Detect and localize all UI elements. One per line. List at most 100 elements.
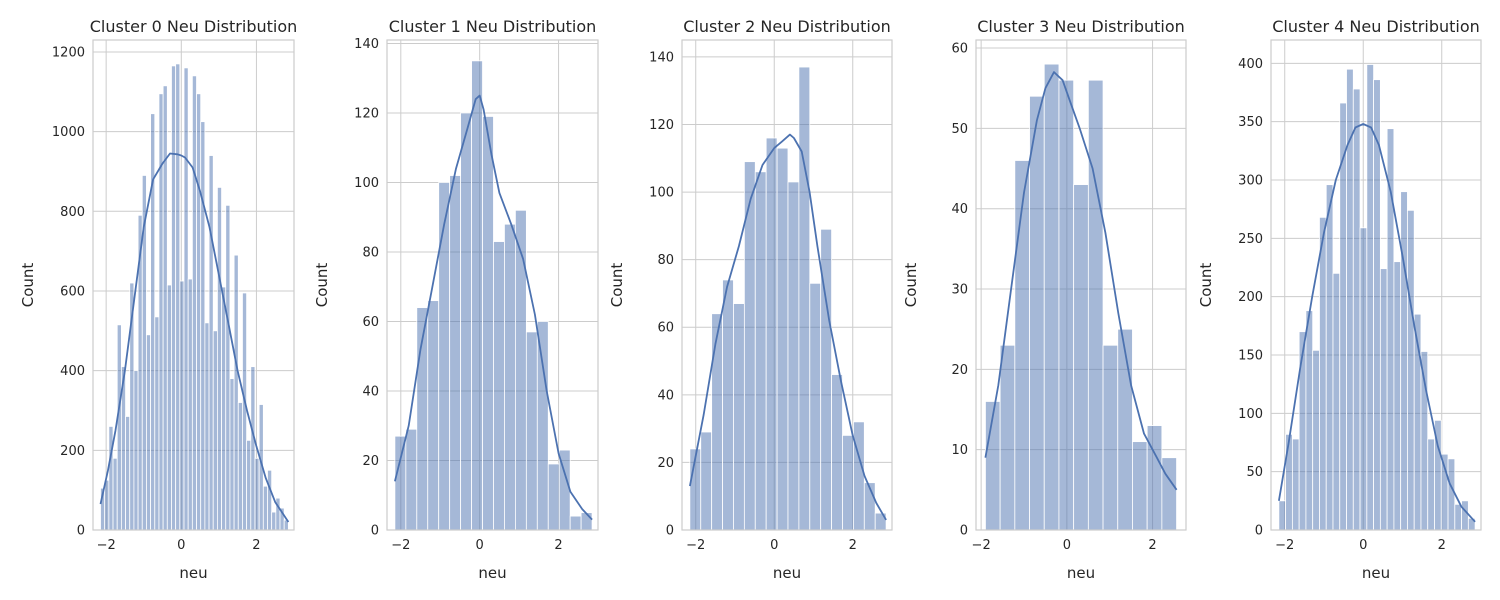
histogram-bar: [187, 278, 193, 531]
y-tick-label: 1200: [52, 45, 85, 60]
y-tick-label: 400: [1238, 57, 1263, 72]
histogram-bar: [262, 485, 268, 531]
histogram-bar: [208, 155, 214, 531]
histogram-bar: [254, 457, 260, 531]
histogram-bar: [1146, 425, 1163, 531]
histogram-bar: [1379, 268, 1388, 531]
x-axis-label: neu: [1362, 564, 1390, 582]
y-tick-label: 10: [951, 443, 968, 458]
x-tick-label: −2: [391, 538, 410, 553]
kde-line: [394, 94, 593, 521]
y-tick-label: 200: [60, 444, 85, 459]
y-tick-label: 140: [354, 37, 379, 52]
histogram-bar: [179, 280, 185, 531]
histogram-bar: [267, 469, 273, 531]
histogram-bar: [1447, 458, 1456, 531]
y-tick-label: 60: [657, 321, 674, 336]
histogram-bar: [722, 279, 734, 531]
axes-frame: [1270, 39, 1482, 531]
y-tick-label: 350: [1238, 115, 1263, 130]
x-tick-label: 0: [177, 538, 185, 553]
y-tick-label: 120: [354, 106, 379, 121]
x-tick-label: 2: [554, 538, 562, 553]
histogram-bar: [242, 292, 248, 531]
histogram-bar: [569, 515, 582, 531]
histogram-bar: [216, 186, 222, 531]
chart-title: Cluster 3 Neu Distribution: [977, 17, 1185, 36]
histogram-bar: [405, 428, 418, 531]
histogram-bar: [1461, 500, 1469, 531]
histogram-bar: [1400, 191, 1408, 531]
axes-frame: [386, 39, 599, 531]
histogram-bar: [166, 284, 172, 531]
histogram-bar: [504, 223, 516, 531]
y-tick-label: 50: [1246, 465, 1263, 480]
histogram-bar: [1366, 64, 1374, 531]
histogram-bar: [711, 313, 723, 531]
histogram-bar: [1043, 63, 1060, 531]
histogram-bar: [237, 402, 243, 531]
histogram-bar: [1102, 344, 1119, 531]
histogram-bar: [733, 303, 745, 531]
histogram-bar: [125, 416, 131, 531]
histogram-bar: [1285, 433, 1293, 531]
histogram-bar: [1161, 457, 1177, 531]
histogram-bar: [525, 331, 538, 531]
y-tick-label: 20: [951, 363, 968, 378]
x-tick-label: 2: [849, 538, 857, 553]
axes-frame: [681, 39, 893, 531]
histogram-bar: [842, 434, 854, 531]
histogram-bar: [225, 204, 231, 531]
histogram-bar: [1427, 438, 1435, 531]
y-tick-label: 150: [1238, 349, 1263, 364]
histogram-bar: [204, 322, 210, 531]
histogram-bar: [765, 137, 778, 531]
x-axis-label: neu: [1067, 564, 1095, 582]
x-axis-label: neu: [773, 564, 801, 582]
histogram-bar: [471, 60, 483, 531]
histogram-bar: [1359, 227, 1368, 531]
histogram-bar: [191, 75, 197, 531]
y-tick-label: 20: [657, 456, 674, 471]
histogram-bar: [250, 366, 256, 531]
histogram-bar: [1319, 216, 1327, 531]
kde-line: [984, 71, 1178, 491]
histogram-bar: [1058, 79, 1075, 531]
histogram-bar: [1305, 310, 1314, 531]
histogram-bar: [438, 182, 451, 531]
kde-line: [1278, 123, 1476, 523]
y-tick-label: 50: [951, 122, 968, 137]
histogram-bar: [853, 421, 865, 531]
y-tick-label: 1000: [52, 125, 85, 140]
histogram-bar: [1291, 438, 1300, 531]
x-tick-label: 0: [1063, 538, 1071, 553]
histogram-bar: [175, 63, 181, 531]
chart-panel-cluster-0: 0 200 400 600 800 1000 1200 −2 0 2 Cluster 0 Neu D…: [19, 17, 297, 582]
chart-panel-cluster-3: 0 10 20 30 40 50 60 −2 0 2 Cluster 3 Neu Distribut…: [902, 17, 1187, 582]
y-axis-label: Count: [313, 263, 331, 308]
y-tick-label: 300: [1238, 174, 1263, 189]
histogram-bar: [246, 439, 252, 531]
y-tick-label: 0: [960, 524, 968, 539]
y-tick-label: 40: [951, 202, 968, 217]
y-tick-label: 0: [666, 524, 674, 539]
x-axis-label: neu: [478, 564, 506, 582]
y-tick-label: 60: [362, 315, 379, 330]
histogram-bar: [1312, 349, 1320, 531]
histogram-bar: [1407, 209, 1415, 531]
histogram-bar: [1014, 160, 1030, 531]
chart-panel-cluster-1: 0 20 40 60 80 100 120 140 −2 0 2 Cluster 1 Neu Dist…: [313, 17, 599, 582]
histogram-bar: [1087, 79, 1104, 531]
histogram-bar: [1352, 88, 1361, 531]
histogram-bar: [133, 370, 139, 531]
axes-frame: [92, 39, 295, 531]
histogram-bar: [146, 334, 152, 531]
y-axis-label: Count: [902, 263, 920, 308]
histogram-bar: [171, 65, 177, 531]
histogram-bar: [536, 321, 549, 531]
histogram-bar: [1393, 261, 1402, 531]
x-tick-label: 2: [1438, 538, 1446, 553]
y-tick-label: 800: [60, 205, 85, 220]
y-tick-label: 400: [60, 364, 85, 379]
